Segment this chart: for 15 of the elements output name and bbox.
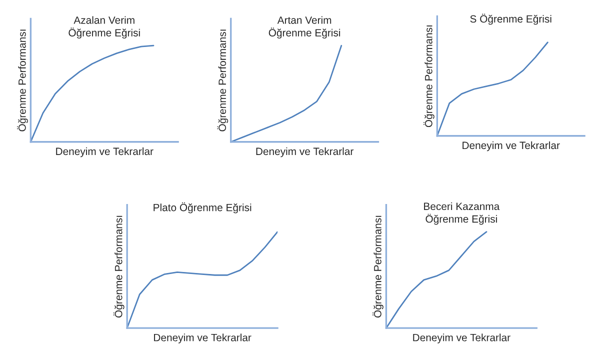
chart-title: Artan Verim Öğrenme Eğrisi <box>268 16 340 39</box>
y-axis-title: Öğrenme Performansı <box>424 25 434 128</box>
x-axis-title: Deneyim ve Tekrarlar <box>154 334 252 344</box>
y-axis-title: Öğrenme Performansı <box>17 30 28 132</box>
x-axis-title: Deneyim ve Tekrarlar <box>413 334 510 344</box>
chart-title: Beceri Kazanma Öğrenme Eğrisi <box>424 202 500 225</box>
y-axis-title: Öğrenme Performansı <box>113 216 124 318</box>
x-axis-title: Deneyim ve Tekrarlar <box>256 147 354 158</box>
chart-title: S Öğrenme Eğrisi <box>470 14 552 25</box>
x-axis-title: Deneyim ve Tekrarlar <box>56 147 154 158</box>
chart-title: Azalan Verim Öğrenme Eğrisi <box>68 16 140 39</box>
chart-title: Plato Öğrenme Eğrisi <box>154 202 252 214</box>
y-axis-title: Öğrenme Performansı <box>372 216 384 318</box>
y-axis-title: Öğrenme Performansı <box>217 30 228 132</box>
x-axis-title: Deneyim ve Tekrarlar <box>462 141 560 152</box>
